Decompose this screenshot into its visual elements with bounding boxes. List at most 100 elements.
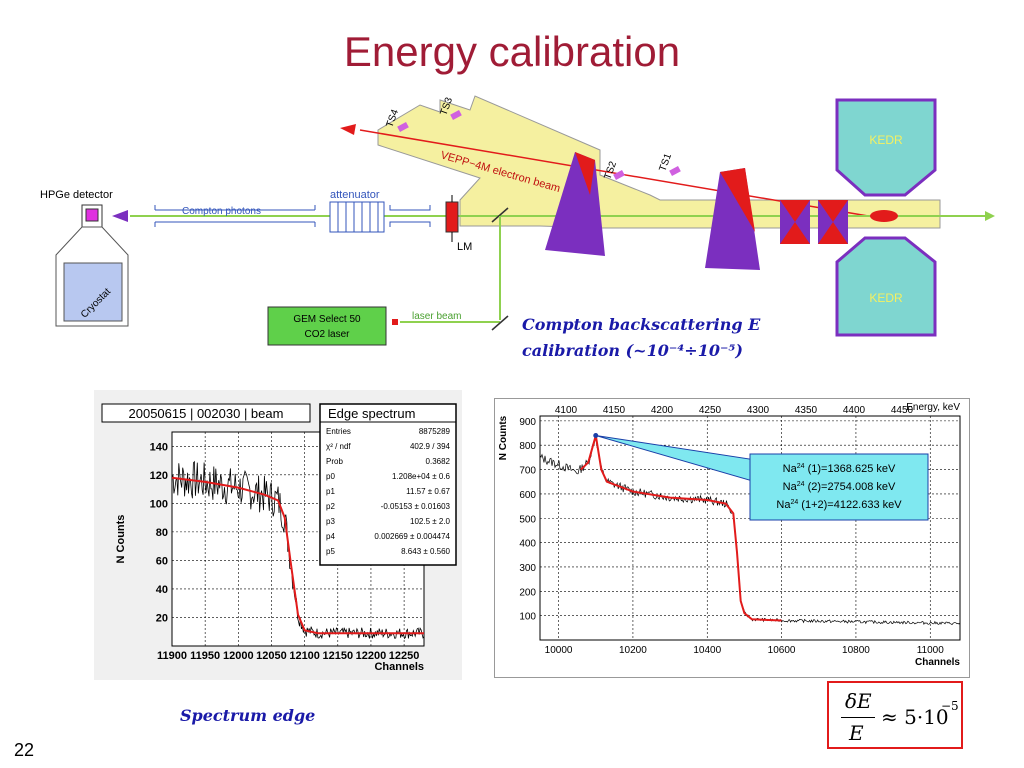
page-title: Energy calibration: [343, 28, 681, 75]
y-tick-label: 100: [150, 498, 168, 510]
x-tick-label: 12250: [389, 650, 420, 662]
formula-numerator: δE: [845, 689, 872, 713]
edge-caption: Spectrum edge: [180, 706, 316, 725]
x-tick-label: 12150: [322, 650, 353, 662]
kedr-upper: [835, 98, 937, 197]
compton-caption-line1: Compton backscattering E: [522, 315, 761, 334]
x2-tick-label: 4400: [843, 405, 866, 416]
stats-key: p2: [326, 502, 335, 511]
compton-photons-label: Compton photons: [182, 206, 261, 217]
fit-curve: [171, 476, 424, 635]
bending-magnet-pole: [720, 168, 755, 232]
x2-tick-label: 4450: [891, 405, 914, 416]
x-tick-label: 10600: [768, 645, 796, 656]
x-tick-label: 11900: [157, 650, 187, 662]
plot-title-box: [101, 403, 311, 423]
x-tick-label: 10000: [545, 645, 573, 656]
stats-key: Entries: [326, 427, 351, 436]
y-tick-label: 120: [150, 470, 168, 482]
x-tick-label: 12050: [256, 650, 287, 662]
lm-label: LM: [457, 241, 472, 253]
hpge-label: HPGe detector: [40, 189, 113, 201]
axis-arrow-icon: [985, 211, 995, 221]
y-tick-label: 800: [519, 441, 536, 452]
stats-value: 0.002669 ± 0.004474: [374, 532, 450, 541]
laser-box: [267, 306, 387, 346]
compton-caption-line2: calibration (~10⁻⁴÷10⁻⁵): [522, 341, 743, 360]
quadrupole: [818, 200, 848, 244]
page-number: 22: [14, 740, 35, 760]
quadrupole: [780, 200, 810, 244]
x2-tick-label: 4350: [795, 405, 818, 416]
stats-value: 1.208e+04 ± 0.6: [392, 472, 451, 481]
x2-tick-label: 4100: [555, 405, 578, 416]
attenuator-label: attenuator: [330, 189, 380, 201]
y-tick-label: 900: [519, 417, 536, 428]
x-tick-label: 12000: [223, 650, 254, 662]
lm-mirror: [445, 201, 459, 233]
y-tick-label: 140: [150, 441, 168, 453]
stats-value: -0.05153 ± 0.01603: [381, 502, 451, 511]
x2-axis-label: Energy, keV: [906, 402, 960, 413]
stats-key: p0: [326, 472, 335, 481]
bracket: [389, 205, 431, 227]
y-tick-label: 600: [519, 490, 536, 501]
kedr-label: KEDR: [869, 291, 903, 305]
y-tick-label: 40: [156, 584, 168, 596]
kedr-lower: [835, 236, 937, 337]
y-axis-label: N Counts: [498, 415, 509, 460]
annotation-line: Na24 (1)=1368.625 keV: [783, 463, 896, 475]
stats-key: p3: [326, 517, 335, 526]
stats-value: 8875289: [419, 427, 451, 436]
x-tick-label: 12100: [289, 650, 320, 662]
attenuator-plates: [337, 202, 379, 232]
y-tick-label: 20: [156, 612, 168, 624]
laser-output: [392, 319, 398, 325]
laser-beam-label: laser beam: [412, 311, 461, 322]
plot-title: 20050615 | 002030 | beam: [129, 406, 284, 421]
x2-tick-label: 4200: [651, 405, 674, 416]
y-tick-label: 80: [156, 527, 168, 539]
y-tick-label: 300: [519, 563, 536, 574]
x2-tick-label: 4250: [699, 405, 722, 416]
laser-box-line2: CO2 laser: [304, 329, 350, 340]
beamline-diagram: VEPP−4M electron beam TS4 TS3 TS2 TS1 KE…: [40, 95, 995, 346]
fit-curve: [580, 435, 782, 622]
x2-tick-label: 4300: [747, 405, 770, 416]
stats-key: p1: [326, 487, 335, 496]
x-axis-label: Channels: [915, 657, 960, 668]
attenuator: [329, 201, 385, 233]
y-tick-label: 500: [519, 514, 536, 525]
hpge-sensor: [85, 208, 99, 222]
formula-bar: [841, 717, 875, 718]
x-tick-label: 11950: [190, 650, 220, 662]
formula-denominator: E: [849, 721, 864, 745]
interaction-point: [870, 210, 898, 222]
kedr-label: KEDR: [869, 133, 903, 147]
compton-bracket-bottom: [154, 221, 316, 227]
photon-arrow-icon: [112, 210, 128, 222]
x-tick-label: 10800: [842, 645, 870, 656]
x2-tick-label: 4150: [603, 405, 626, 416]
stats-title: Edge spectrum: [328, 406, 415, 421]
beam-arrow-icon: [340, 124, 356, 135]
annotation-line: Na24 (2)=2754.008 keV: [783, 481, 896, 493]
y-tick-label: 400: [519, 539, 536, 550]
x-tick-label: 11000: [917, 645, 945, 656]
stats-value: 402.9 / 394: [410, 442, 451, 451]
stats-key: χ² / ndf: [326, 442, 351, 451]
y-tick-label: 60: [156, 555, 168, 567]
x-tick-label: 12200: [356, 650, 387, 662]
peak-marker: [593, 432, 599, 438]
y-tick-label: 100: [519, 612, 536, 623]
stats-key: p5: [326, 547, 335, 556]
resolution-formula: δE E ≈ 5·10 −5: [827, 681, 963, 749]
mirror: [491, 207, 509, 223]
stats-value: 102.5 ± 2.0: [410, 517, 451, 526]
formula-rhs: ≈ 5·10: [881, 705, 949, 729]
stats-key: p4: [326, 532, 335, 541]
x-axis-label: Channels: [374, 661, 424, 673]
compton-caption: Compton backscattering E calibration (~1…: [522, 312, 822, 364]
cryostat-dewar: [63, 262, 123, 322]
